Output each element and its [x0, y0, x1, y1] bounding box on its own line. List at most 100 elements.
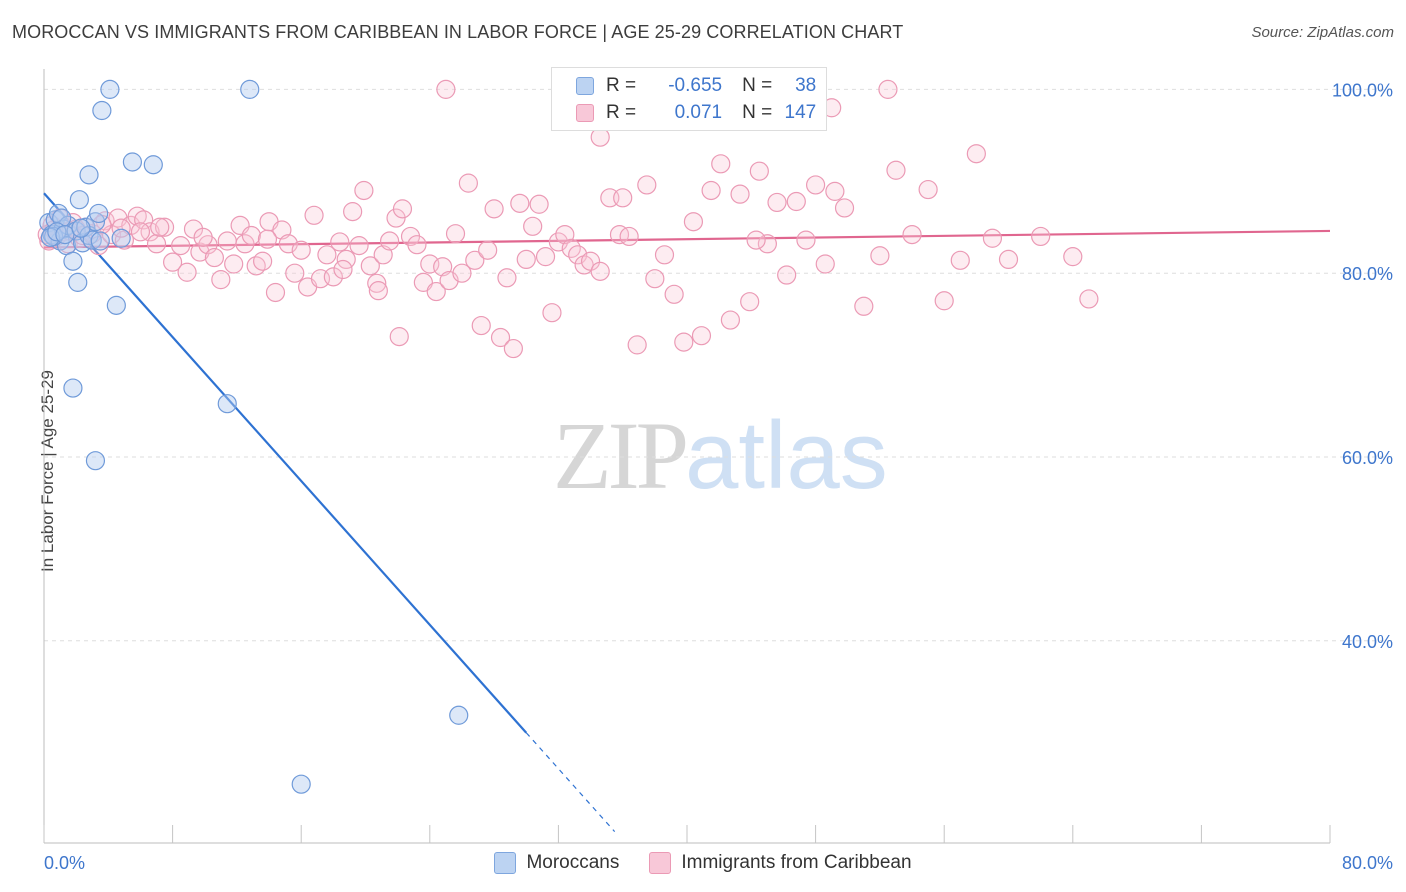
data-point: [349, 236, 369, 256]
data-point: [664, 284, 684, 304]
legend-item-caribbean: Immigrants from Caribbean: [649, 852, 912, 874]
data-point: [683, 212, 704, 232]
data-point: [749, 161, 769, 181]
data-point: [449, 705, 469, 725]
data-point: [163, 252, 183, 272]
chart-title: MOROCCAN VS IMMIGRANTS FROM CARIBBEAN IN…: [12, 22, 904, 42]
data-point: [106, 295, 126, 315]
data-point: [71, 218, 91, 238]
data-point: [317, 245, 337, 265]
data-point: [217, 394, 237, 414]
data-point: [701, 180, 721, 201]
data-point: [510, 193, 530, 213]
data-point: [150, 217, 170, 237]
data-point: [100, 79, 120, 99]
data-point: [484, 199, 504, 219]
data-point: [130, 222, 151, 242]
legend-r-label: R =: [606, 102, 637, 123]
data-point: [637, 175, 657, 195]
data-point: [503, 338, 523, 359]
data-point: [63, 378, 83, 398]
data-point: [886, 160, 906, 180]
data-point: [171, 236, 191, 256]
data-point: [193, 227, 213, 247]
data-point: [90, 231, 110, 251]
data-point: [285, 263, 305, 283]
data-point: [478, 240, 498, 260]
trend-line-moroccans: [43, 192, 528, 734]
data-point: [122, 152, 143, 172]
data-point: [609, 224, 630, 245]
series-legend: Moroccans Immigrants from Caribbean: [0, 852, 1406, 874]
data-point: [92, 100, 112, 121]
data-point: [825, 181, 845, 201]
data-point: [535, 247, 556, 267]
data-point: [834, 198, 855, 218]
legend-n-value: 38: [795, 75, 817, 96]
legend-row-moroccans: R = -0.655 N = 38: [576, 74, 816, 98]
x-tick-label: 0.0%: [44, 853, 85, 873]
data-point: [613, 188, 633, 208]
data-point: [82, 230, 102, 250]
data-point: [815, 254, 835, 274]
data-point: [796, 230, 816, 250]
zipatlas-watermark-logo: ZIPatlas: [553, 402, 888, 509]
data-point: [257, 229, 278, 249]
legend-r-value: -0.655: [668, 75, 723, 96]
data-point: [241, 225, 261, 246]
data-point: [111, 218, 131, 238]
data-point: [183, 219, 204, 239]
data-point: [146, 234, 167, 254]
data-point: [211, 270, 231, 290]
legend-series-name: Immigrants from Caribbean: [681, 852, 912, 873]
trend-line-caribbean: [43, 229, 1331, 249]
legend-r-value: 0.071: [674, 102, 723, 123]
y-tick-label: 100.0%: [1332, 80, 1393, 100]
data-point: [204, 247, 224, 268]
data-point: [140, 222, 160, 242]
data-point: [407, 235, 427, 255]
y-tick-label: 80.0%: [1342, 264, 1393, 284]
data-point: [389, 327, 409, 347]
legend-r-label: R =: [606, 75, 637, 96]
data-point: [330, 232, 350, 252]
data-point: [580, 251, 601, 271]
data-point: [291, 240, 311, 260]
trend-lines: [43, 192, 1331, 833]
data-point: [458, 173, 478, 193]
data-point: [767, 192, 787, 213]
axes: [43, 69, 1331, 844]
data-point: [627, 335, 647, 355]
data-point: [392, 199, 413, 219]
data-point: [950, 250, 970, 270]
legend-n-value: 147: [784, 102, 817, 123]
data-point: [55, 224, 75, 245]
legend-row-caribbean: R = 0.071 N = 147: [576, 101, 816, 125]
data-point: [134, 210, 154, 230]
trend-line-moroccans-extension: [525, 732, 616, 833]
data-point: [368, 281, 388, 301]
data-point: [111, 228, 131, 248]
legend-item-moroccans: Moroccans: [494, 852, 619, 874]
data-point: [291, 774, 311, 794]
data-point: [445, 224, 466, 244]
data-point: [1031, 226, 1051, 247]
legend-swatch-moroccans: [494, 852, 517, 874]
data-point: [674, 332, 694, 352]
legend-series-name: Moroccans: [526, 852, 620, 873]
data-point: [619, 226, 639, 247]
data-point: [79, 165, 99, 185]
data-point: [490, 327, 511, 348]
data-point: [85, 451, 106, 471]
data-point: [998, 249, 1019, 270]
data-point: [730, 184, 750, 204]
y-tick-label: 60.0%: [1342, 448, 1393, 468]
data-point: [436, 79, 456, 99]
legend-swatch-caribbean: [576, 104, 594, 122]
data-point: [691, 326, 712, 346]
data-point: [645, 269, 665, 289]
data-point: [323, 267, 343, 287]
chart-source: Source: ZipAtlas.com: [1251, 24, 1394, 41]
data-point: [777, 265, 797, 285]
data-point: [1063, 247, 1083, 267]
